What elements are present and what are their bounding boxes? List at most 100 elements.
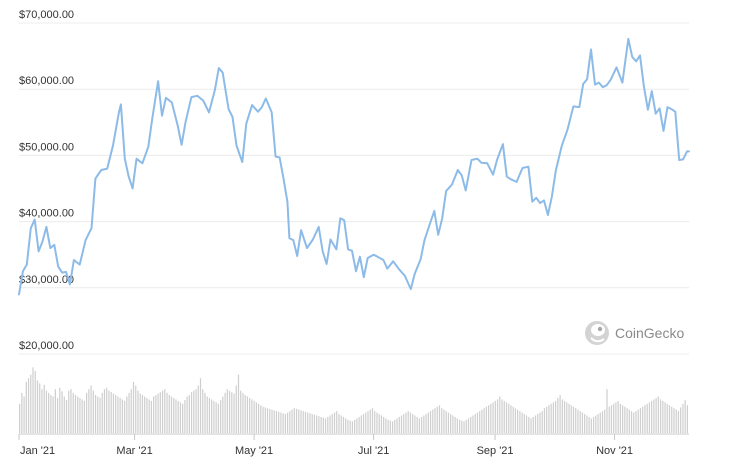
volume-bar <box>208 397 211 433</box>
volume-bar <box>409 412 412 433</box>
volume-bar <box>396 418 398 433</box>
volume-bar <box>447 412 450 433</box>
volume-bar <box>615 402 617 433</box>
volume-bar <box>530 418 532 433</box>
volume-bar <box>445 411 447 433</box>
volume-bar <box>624 406 626 433</box>
volume-bar <box>253 400 255 433</box>
volume-bar <box>336 411 338 433</box>
volume-bar <box>90 385 92 433</box>
volume-bar <box>425 414 427 433</box>
volume-bar <box>222 396 224 433</box>
volume-bar <box>360 415 362 433</box>
y-tick-label: $30,000.00 <box>19 274 74 286</box>
volume-bar <box>103 389 106 433</box>
volume-bar <box>584 414 586 433</box>
volume-bar <box>242 392 244 433</box>
volume-bar <box>48 392 50 433</box>
volume-bar <box>479 411 481 433</box>
volume-bar <box>329 415 331 433</box>
volume-bar <box>490 403 492 433</box>
volume-bar <box>362 414 365 433</box>
volume-bar <box>338 414 340 433</box>
volume-bar <box>173 397 175 433</box>
volume-bar <box>43 384 45 433</box>
volume-bar <box>351 421 353 433</box>
volume-bar <box>287 412 289 433</box>
volume-bar <box>280 412 282 433</box>
volume-bar <box>349 420 351 433</box>
gecko-logo-icon <box>585 321 609 345</box>
volume-bar <box>126 396 128 433</box>
volume-bar <box>215 402 217 433</box>
volume-bar <box>356 418 358 433</box>
volume-bar <box>508 403 510 433</box>
volume-bar <box>320 416 322 433</box>
volume-bar <box>673 408 675 433</box>
volume-bar <box>566 402 568 433</box>
volume-bar <box>137 390 139 433</box>
volume-bar <box>552 402 554 433</box>
volume-bar <box>595 415 597 433</box>
volume-bar <box>499 396 501 433</box>
volume-bar <box>601 411 604 433</box>
volume-bar <box>519 411 521 433</box>
volume-bar <box>541 411 543 433</box>
volume-bar <box>182 403 184 433</box>
volume-bar <box>304 411 307 433</box>
volume-bar <box>54 389 56 433</box>
volume-bar <box>117 396 119 433</box>
volume-bar <box>412 414 414 433</box>
volume-bar <box>525 415 528 433</box>
volume-bar <box>92 390 94 433</box>
volume-bar <box>434 408 436 433</box>
volume-bar <box>561 399 563 433</box>
volume-bar <box>555 400 557 433</box>
volume-bar <box>682 403 684 433</box>
volume-bar <box>514 408 517 433</box>
volume-bar <box>405 412 407 433</box>
volume-bar <box>648 402 651 433</box>
volume-bar <box>199 378 202 433</box>
volume-bar <box>668 405 671 433</box>
volume-bar <box>403 414 405 433</box>
volume-bar <box>472 415 474 433</box>
volume-bar <box>202 389 204 433</box>
volume-bar <box>458 419 461 433</box>
volume-bar <box>228 390 231 433</box>
volume-bar <box>179 402 182 433</box>
volume-bar <box>347 419 349 433</box>
volume-bar <box>217 403 219 433</box>
volume-bar <box>121 399 123 433</box>
volume-bar <box>456 418 458 433</box>
volume-bar <box>400 415 403 433</box>
volume-bar <box>19 403 21 433</box>
volume-bar <box>371 408 374 433</box>
volume-bar <box>659 399 662 433</box>
volume-bar <box>391 421 394 433</box>
volume-bar <box>438 405 441 433</box>
volume-bar <box>642 406 644 433</box>
x-tick-label: Mar '21 <box>116 445 152 457</box>
volume-bar <box>523 414 525 433</box>
volume-bar <box>454 416 456 433</box>
x-tick-label: Sep '21 <box>477 445 514 457</box>
volume-bar <box>226 389 228 433</box>
volume-bar <box>206 396 208 433</box>
volume-bar <box>291 409 293 433</box>
volume-bar <box>369 409 371 433</box>
volume-bar <box>61 391 63 433</box>
volume-bars <box>19 367 688 433</box>
volume-bar <box>637 409 639 433</box>
volume-bar <box>45 390 48 433</box>
volume-bar <box>644 405 646 433</box>
series-line <box>18 37 690 296</box>
volume-bar <box>496 399 499 433</box>
volume-bar <box>153 396 155 433</box>
volume-bar <box>494 400 496 433</box>
volume-bar <box>418 418 420 433</box>
volume-bar <box>298 409 300 433</box>
volume-bar <box>470 416 472 433</box>
volume-bar <box>289 411 291 433</box>
volume-bar <box>633 412 635 433</box>
